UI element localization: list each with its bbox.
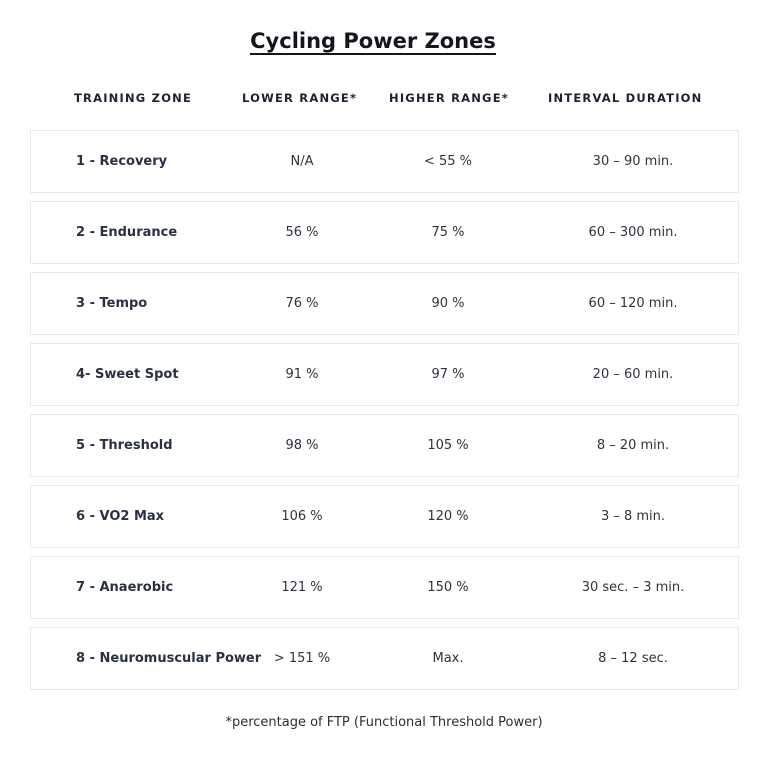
higher-range-value: 90 % bbox=[431, 296, 465, 311]
table-row: 6 - VO2 Max 106 % 120 % 3 – 8 min. bbox=[30, 485, 739, 548]
lower-range-value: 106 % bbox=[281, 509, 323, 524]
header-higher-range: HIGHER RANGE* bbox=[389, 91, 509, 105]
higher-range-value: 150 % bbox=[427, 580, 469, 595]
interval-duration-value: 30 sec. – 3 min. bbox=[581, 580, 685, 595]
interval-duration-value: 8 – 20 min. bbox=[596, 438, 670, 453]
zone-name: 3 - Tempo bbox=[76, 296, 148, 311]
interval-duration-value: 60 – 300 min. bbox=[588, 225, 678, 240]
higher-range-value: < 55 % bbox=[423, 154, 473, 169]
table-row: 1 - Recovery N/A < 55 % 30 – 90 min. bbox=[30, 130, 739, 193]
footnote: *percentage of FTP (Functional Threshold… bbox=[225, 715, 543, 730]
interval-duration-value: 8 – 12 sec. bbox=[598, 651, 668, 666]
zone-name: 6 - VO2 Max bbox=[76, 509, 165, 524]
header-lower-range: LOWER RANGE* bbox=[242, 91, 358, 105]
lower-range-value: 76 % bbox=[285, 296, 319, 311]
higher-range-value: 120 % bbox=[427, 509, 469, 524]
table-row: 4- Sweet Spot 91 % 97 % 20 – 60 min. bbox=[30, 343, 739, 406]
zone-name: 4- Sweet Spot bbox=[76, 367, 179, 382]
header-interval-duration: INTERVAL DURATION bbox=[548, 91, 703, 105]
higher-range-value: 75 % bbox=[431, 225, 465, 240]
lower-range-value: 91 % bbox=[285, 367, 319, 382]
interval-duration-value: 30 – 90 min. bbox=[592, 154, 674, 169]
table-header: TRAINING ZONE LOWER RANGE* HIGHER RANGE*… bbox=[0, 91, 768, 105]
page-title: Cycling Power Zones bbox=[0, 28, 746, 55]
interval-duration-value: 3 – 8 min. bbox=[600, 509, 666, 524]
zone-name: 7 - Anaerobic bbox=[76, 580, 174, 595]
table-row: 8 - Neuromuscular Power > 151 % Max. 8 –… bbox=[30, 627, 739, 690]
lower-range-value: 56 % bbox=[285, 225, 319, 240]
lower-range-value: 121 % bbox=[281, 580, 323, 595]
table-row: 7 - Anaerobic 121 % 150 % 30 sec. – 3 mi… bbox=[30, 556, 739, 619]
table-row: 3 - Tempo 76 % 90 % 60 – 120 min. bbox=[30, 272, 739, 335]
interval-duration-value: 60 – 120 min. bbox=[588, 296, 678, 311]
zone-name: 5 - Threshold bbox=[76, 438, 173, 453]
table-row: 5 - Threshold 98 % 105 % 8 – 20 min. bbox=[30, 414, 739, 477]
zone-name: 2 - Endurance bbox=[76, 225, 178, 240]
lower-range-value: > 151 % bbox=[273, 651, 331, 666]
higher-range-value: 97 % bbox=[431, 367, 465, 382]
header-training-zone: TRAINING ZONE bbox=[74, 91, 193, 105]
zone-name: 8 - Neuromuscular Power bbox=[76, 651, 262, 666]
interval-duration-value: 20 – 60 min. bbox=[592, 367, 674, 382]
page-title-text: Cycling Power Zones bbox=[250, 29, 496, 55]
lower-range-value: N/A bbox=[290, 154, 314, 169]
table-row: 2 - Endurance 56 % 75 % 60 – 300 min. bbox=[30, 201, 739, 264]
higher-range-value: Max. bbox=[432, 651, 464, 666]
zone-name: 1 - Recovery bbox=[76, 154, 168, 169]
higher-range-value: 105 % bbox=[427, 438, 469, 453]
lower-range-value: 98 % bbox=[285, 438, 319, 453]
